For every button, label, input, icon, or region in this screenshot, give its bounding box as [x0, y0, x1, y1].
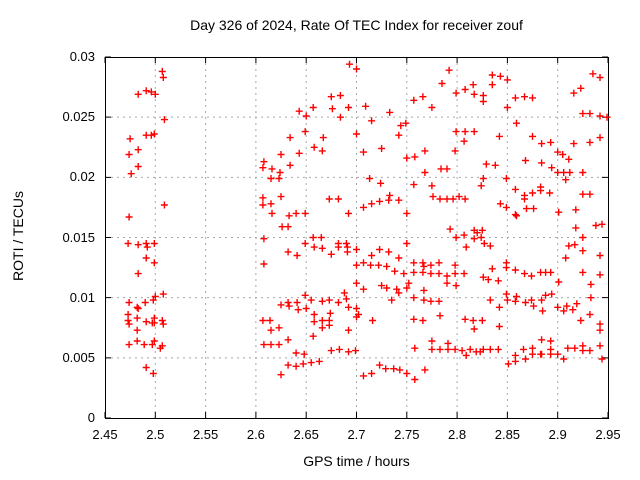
- y-tick-label: 0.01: [69, 289, 95, 305]
- y-tick-label: 0.025: [62, 109, 95, 125]
- data-point-markers: [124, 60, 611, 383]
- x-tick-label: 2.85: [494, 427, 521, 442]
- x-tick-label: 2.45: [92, 427, 118, 442]
- x-tick-label: 2.75: [394, 427, 420, 442]
- chart-title: Day 326 of 2024, Rate Of TEC Index for r…: [190, 17, 523, 33]
- x-tick-label: 2.5: [146, 427, 165, 442]
- x-tick-label: 2.6: [246, 427, 265, 442]
- plot-border: [105, 57, 609, 419]
- x-tick-label: 2.9: [548, 427, 567, 442]
- x-tick-label: 2.7: [347, 427, 366, 442]
- grid-lines: [105, 57, 608, 418]
- y-tick-label: 0.005: [62, 349, 95, 365]
- y-tick-label: 0.02: [69, 169, 95, 185]
- x-tick-label: 2.8: [448, 427, 467, 442]
- x-tick-label: 2.95: [595, 427, 621, 442]
- y-tick-label: 0.015: [62, 229, 95, 245]
- x-axis-label: GPS time / hours: [303, 453, 410, 469]
- y-tick-label: 0.03: [69, 49, 95, 64]
- x-tick-label: 2.65: [293, 427, 319, 442]
- y-tick-label: 0: [87, 410, 95, 425]
- x-tick-label: 2.55: [192, 427, 219, 442]
